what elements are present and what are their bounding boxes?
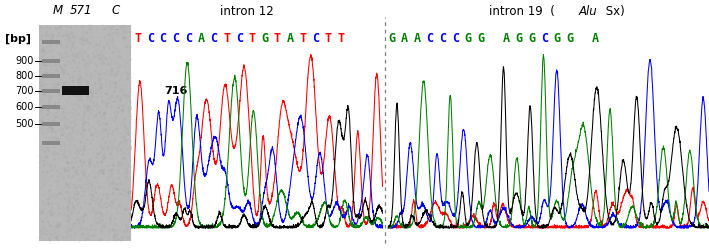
Text: G: G [566,32,574,45]
Bar [42,89,60,93]
Text: A: A [401,32,408,45]
Text: C: C [312,32,319,45]
Text: T: T [223,32,230,45]
Text: G: G [477,32,484,45]
Text: A: A [286,32,294,45]
Text: 900: 900 [16,56,34,66]
Text: C: C [160,32,167,45]
Text: C: C [452,32,459,45]
Bar [42,59,60,63]
Bar [40,25,138,241]
Text: G: G [464,32,471,45]
Text: A: A [198,32,205,45]
Bar [42,122,60,126]
Text: T: T [325,32,332,45]
Text: M: M [52,4,63,17]
Text: C: C [426,32,434,45]
Text: A: A [592,32,599,45]
Text: 500: 500 [16,119,34,129]
Text: C: C [185,32,192,45]
Text: A: A [414,32,421,45]
Text: G: G [515,32,523,45]
Text: C: C [236,32,243,45]
Text: [bp]: [bp] [6,33,31,44]
Bar [42,74,60,78]
Text: G: G [261,32,268,45]
Text: C: C [111,4,120,17]
Text: C: C [172,32,179,45]
Text: 800: 800 [16,71,34,81]
Text: G: G [389,32,396,45]
Text: 571: 571 [70,4,93,17]
Text: C: C [147,32,154,45]
Bar [42,105,60,109]
Text: T: T [248,32,255,45]
Text: C: C [211,32,218,45]
Text: G: G [554,32,561,45]
Text: 600: 600 [16,102,34,112]
Text: T: T [134,32,141,45]
Text: Alu: Alu [579,5,598,18]
Text: C: C [439,32,446,45]
Bar [42,40,60,44]
Text: intron 19  (: intron 19 ( [489,5,555,18]
Bar [62,86,89,95]
Text: intron 12: intron 12 [220,5,274,18]
Text: 716: 716 [164,86,187,95]
Text: C: C [541,32,548,45]
Text: T: T [299,32,306,45]
Text: T: T [274,32,281,45]
Text: Sx): Sx) [602,5,625,18]
Bar [42,141,60,145]
Text: 700: 700 [16,86,34,95]
Text: T: T [337,32,345,45]
Text: G: G [528,32,535,45]
Text: A: A [503,32,510,45]
